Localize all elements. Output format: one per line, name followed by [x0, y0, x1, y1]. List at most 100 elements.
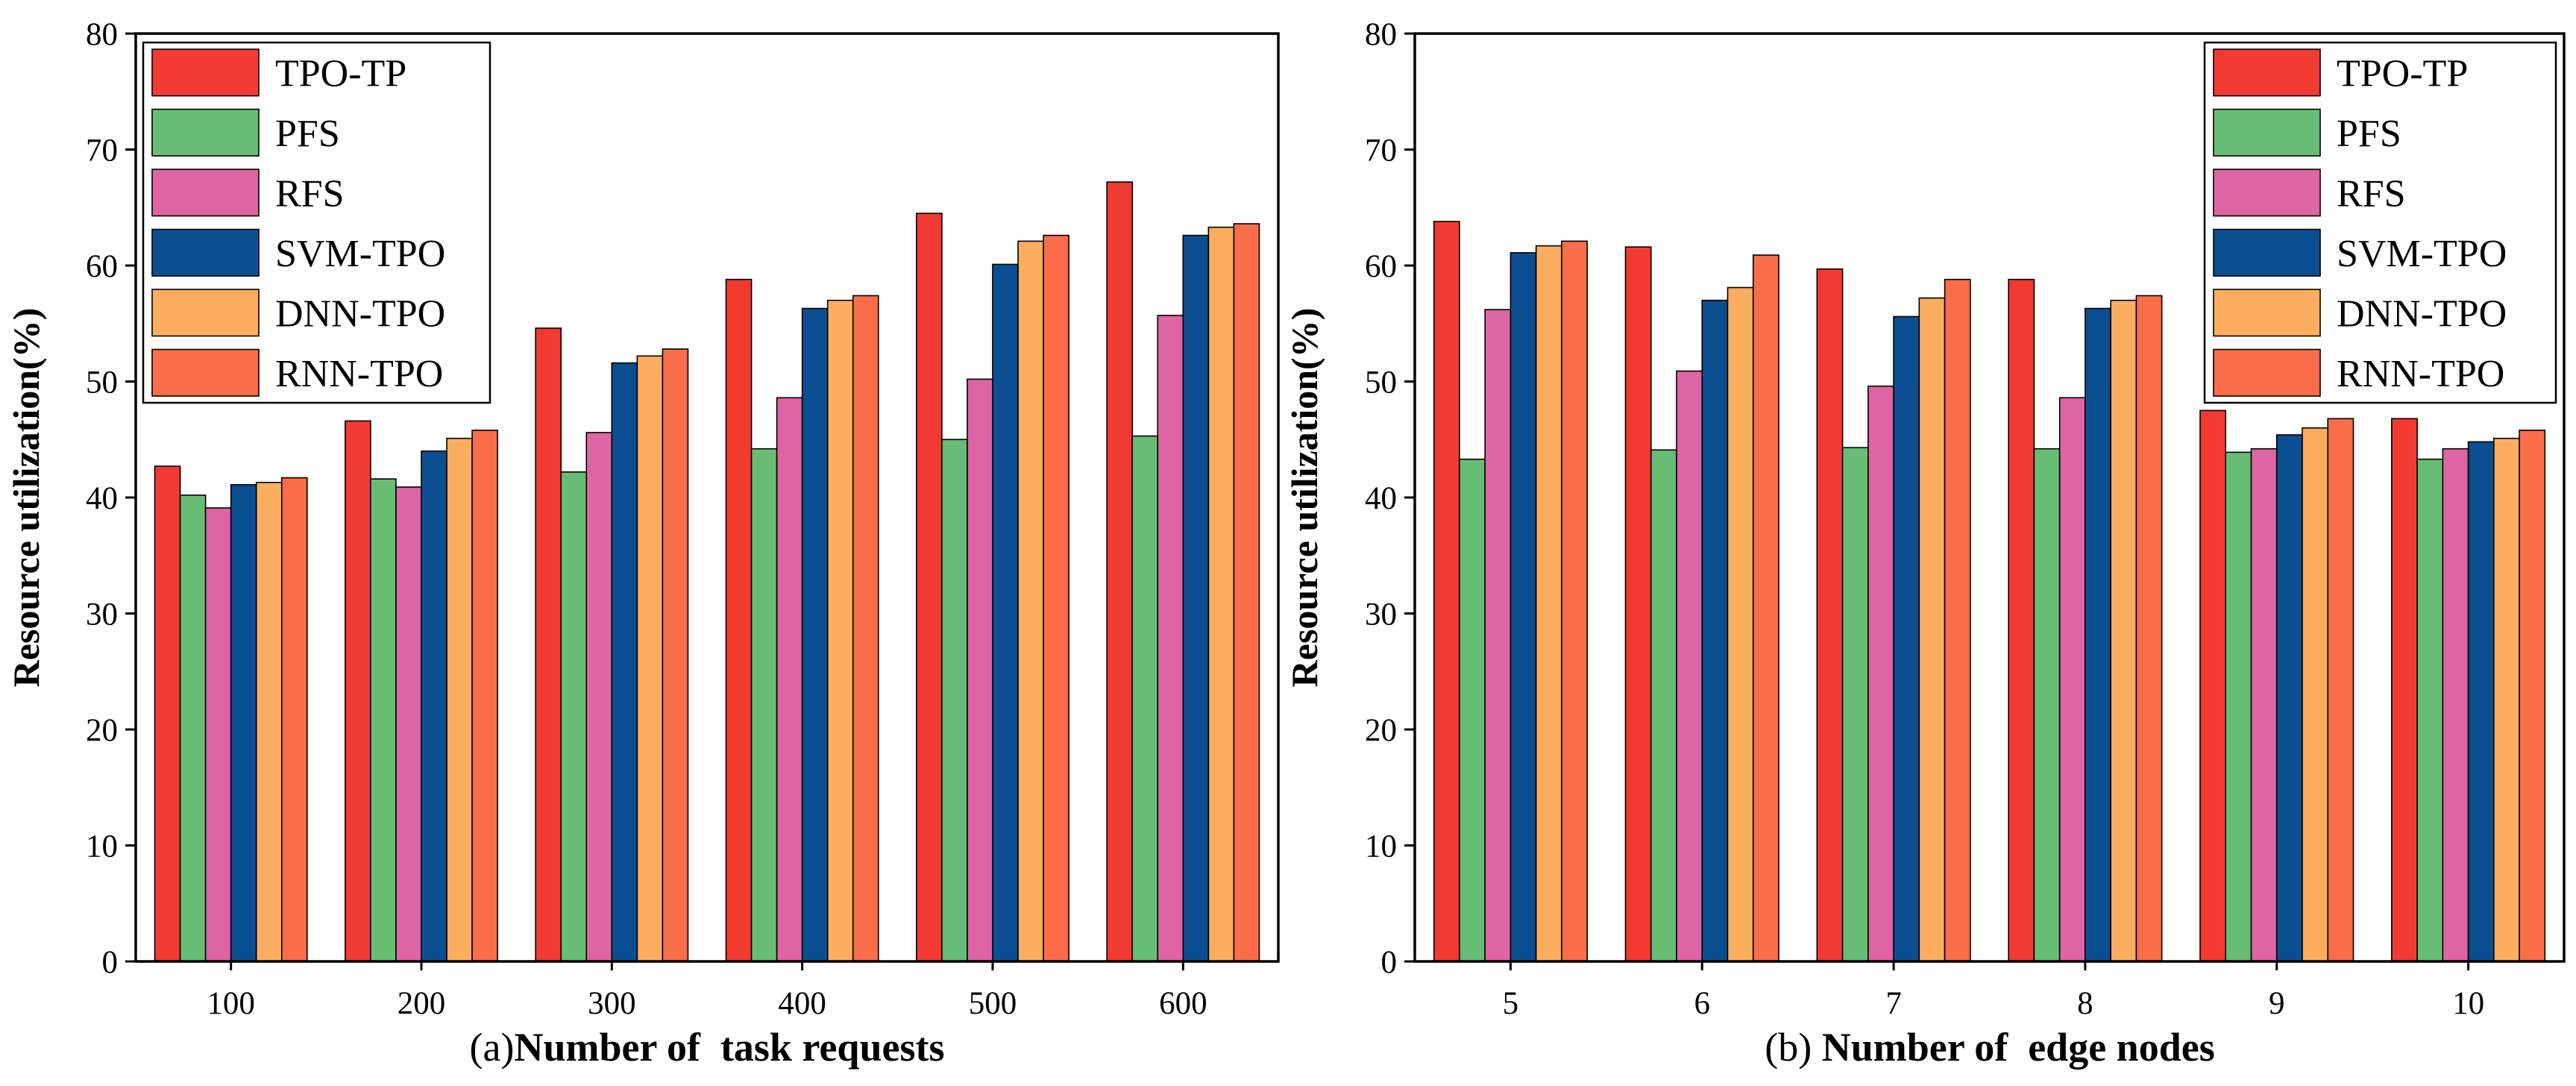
y-tick-label: 0 — [102, 945, 119, 980]
bar-rnn-tpo-8 — [2135, 295, 2163, 962]
bar-dnn-tpo-200 — [446, 437, 473, 962]
bar-rfs-200 — [395, 486, 422, 962]
bar-rnn-tpo-400 — [852, 295, 879, 962]
y-tick-label: 50 — [1365, 365, 1397, 401]
y-tick-label: 10 — [86, 829, 118, 864]
y-tick-label: 70 — [86, 134, 118, 169]
legend-label: RNN-TPO — [275, 353, 443, 395]
y-tick-label: 80 — [1365, 17, 1397, 52]
bar-tpo-tp-300 — [535, 327, 562, 962]
legend-box — [2203, 41, 2557, 404]
bar-tpo-tp-7 — [1816, 268, 1844, 962]
bar-rnn-tpo-6 — [1752, 254, 1779, 962]
bar-dnn-tpo-6 — [1727, 286, 1754, 962]
bar-svm-tpo-100 — [230, 484, 257, 962]
x-axis-label: Number of edge nodes — [1812, 1025, 2215, 1070]
bar-tpo-tp-100 — [154, 465, 181, 962]
legend-label: TPO-TP — [275, 52, 406, 95]
bar-rfs-500 — [967, 378, 993, 962]
bar-rfs-8 — [2058, 397, 2086, 962]
y-tick-label: 20 — [86, 713, 118, 748]
legend-swatch-rnn-tpo — [2213, 348, 2321, 397]
bar-svm-tpo-300 — [611, 362, 638, 962]
bar-svm-tpo-9 — [2275, 434, 2303, 962]
bar-pfs-7 — [1841, 447, 1869, 962]
legend-label: RFS — [275, 172, 345, 215]
x-tick-label: 9 — [2269, 986, 2285, 1021]
y-tick-label: 10 — [1365, 829, 1397, 864]
legend-swatch-pfs — [2213, 108, 2321, 157]
bar-svm-tpo-500 — [992, 263, 1019, 962]
bar-dnn-tpo-10 — [2493, 437, 2520, 962]
x-tick-label: 6 — [1694, 986, 1711, 1021]
plot-frame — [134, 32, 1280, 963]
bar-svm-tpo-7 — [1893, 316, 1920, 962]
bar-svm-tpo-600 — [1182, 234, 1210, 962]
y-tick-label: 40 — [1365, 481, 1397, 516]
legend-label: PFS — [2337, 113, 2401, 155]
y-tick-label: 60 — [1365, 249, 1397, 284]
bar-rnn-tpo-300 — [662, 348, 689, 962]
bar-dnn-tpo-300 — [636, 355, 664, 962]
bar-pfs-8 — [2033, 448, 2061, 962]
bar-rfs-600 — [1157, 315, 1184, 962]
x-tick-label: 10 — [2452, 986, 2484, 1021]
legend-swatch-tpo-tp — [2213, 48, 2321, 97]
x-tick-label: 500 — [969, 986, 1017, 1021]
y-tick-label: 60 — [86, 249, 118, 284]
y-axis-label: Resource utilization(%) — [1284, 308, 1325, 688]
bar-rfs-7 — [1867, 385, 1894, 962]
legend-swatch-svm-tpo — [2213, 228, 2321, 277]
bar-rnn-tpo-600 — [1233, 223, 1260, 962]
legend-label: RNN-TPO — [2337, 353, 2504, 395]
x-tick-label: 400 — [778, 986, 826, 1021]
bar-dnn-tpo-600 — [1207, 226, 1235, 962]
legend-label: PFS — [275, 113, 340, 155]
legend-swatch-rfs — [151, 169, 260, 217]
bar-pfs-600 — [1131, 435, 1159, 962]
bar-tpo-tp-9 — [2199, 409, 2227, 962]
bar-svm-tpo-200 — [421, 450, 447, 962]
bar-rnn-tpo-200 — [471, 430, 498, 962]
legend-swatch-svm-tpo — [151, 228, 260, 277]
y-tick-label: 70 — [1365, 134, 1397, 169]
bar-pfs-400 — [750, 448, 778, 962]
bar-svm-tpo-400 — [801, 307, 829, 962]
x-tick-label: 5 — [1503, 986, 1519, 1021]
panel-prefix: (b) — [1765, 1025, 1812, 1070]
legend-label: DNN-TPO — [2337, 292, 2507, 335]
bar-rfs-300 — [585, 432, 613, 962]
x-tick-label: 200 — [398, 986, 446, 1021]
y-tick-label: 20 — [1365, 713, 1397, 748]
bar-rnn-tpo-5 — [1561, 240, 1588, 962]
legend-label: TPO-TP — [2337, 52, 2468, 95]
bar-tpo-tp-6 — [1624, 246, 1652, 962]
bar-tpo-tp-500 — [916, 213, 943, 962]
bar-dnn-tpo-5 — [1535, 245, 1562, 962]
bar-dnn-tpo-100 — [255, 481, 283, 962]
x-tick-label: 100 — [207, 986, 255, 1021]
y-tick-label: 80 — [86, 17, 118, 52]
bar-dnn-tpo-400 — [826, 299, 854, 962]
x-tick-label: 600 — [1159, 986, 1207, 1021]
legend-swatch-rnn-tpo — [151, 348, 260, 397]
bar-pfs-200 — [370, 478, 397, 962]
bar-dnn-tpo-7 — [1918, 297, 1946, 962]
legend-swatch-pfs — [151, 108, 260, 157]
bar-dnn-tpo-9 — [2302, 427, 2329, 962]
bar-pfs-5 — [1459, 458, 1486, 962]
bar-pfs-9 — [2225, 451, 2252, 962]
legend-swatch-tpo-tp — [151, 48, 260, 97]
legend-label: RFS — [2337, 172, 2406, 215]
x-tick-label: 8 — [2077, 986, 2093, 1021]
bar-tpo-tp-200 — [345, 420, 371, 962]
bar-tpo-tp-10 — [2391, 418, 2418, 962]
y-tick-label: 30 — [1365, 597, 1397, 633]
bar-pfs-6 — [1650, 449, 1677, 962]
bar-tpo-tp-600 — [1106, 181, 1134, 962]
bar-svm-tpo-8 — [2085, 307, 2111, 962]
bar-svm-tpo-6 — [1701, 299, 1729, 962]
bar-pfs-300 — [560, 471, 588, 962]
bar-rnn-tpo-100 — [280, 477, 308, 962]
